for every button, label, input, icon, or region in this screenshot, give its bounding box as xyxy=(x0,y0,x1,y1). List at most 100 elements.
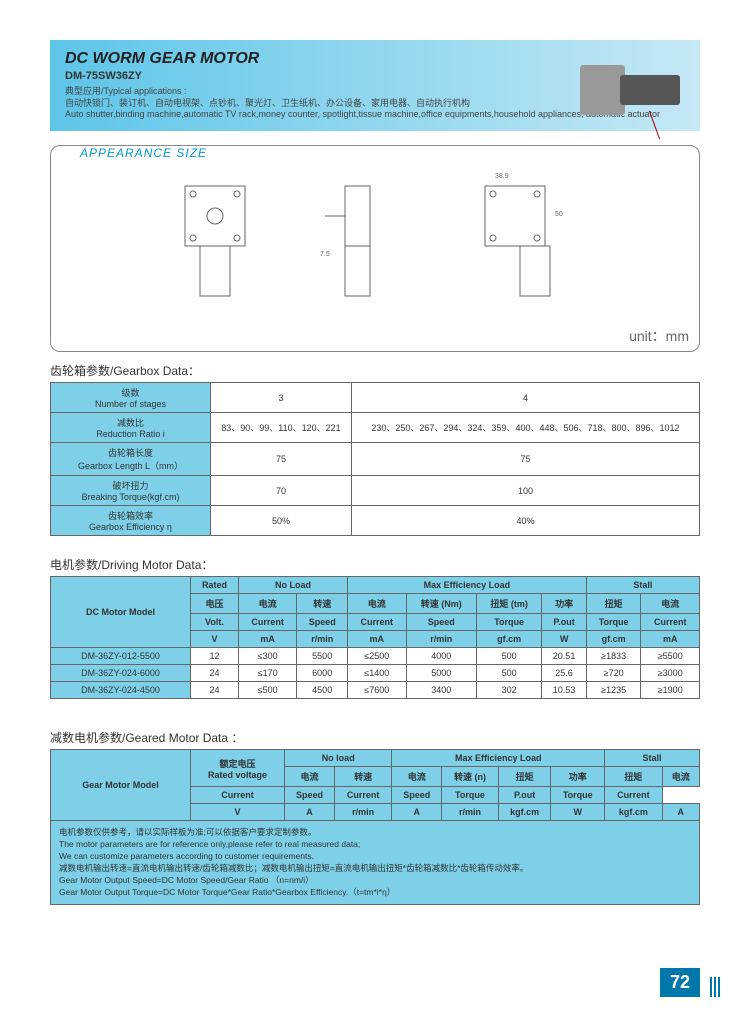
col-sub: V xyxy=(191,804,285,821)
col-sub: W xyxy=(542,631,586,648)
col-sub: r/min xyxy=(297,631,348,648)
col-sub: 扭矩 xyxy=(498,767,551,787)
driving-cell: ≥3000 xyxy=(641,665,700,682)
col-rated: Rated xyxy=(191,577,239,594)
col-sub: gf.cm xyxy=(586,631,641,648)
driving-cell: 302 xyxy=(476,682,541,699)
appearance-frame: 7.5 38.9 50 unit：mm xyxy=(50,145,700,352)
gearbox-row-label: 齿轮箱长度Gearbox Length L（mm） xyxy=(51,443,211,476)
foot-l2: The motor parameters are for reference o… xyxy=(59,839,691,851)
gearbox-cell: 100 xyxy=(351,476,699,506)
col-sub: r/min xyxy=(442,804,499,821)
col-sub: Current xyxy=(191,787,285,804)
gearbox-cell: 4 xyxy=(351,383,699,413)
gearbox-cell: 3 xyxy=(211,383,352,413)
col-sub: 电流 xyxy=(662,767,699,787)
col-sub: P.out xyxy=(498,787,551,804)
svg-text:38.9: 38.9 xyxy=(495,173,509,180)
col-sub: A xyxy=(662,804,699,821)
driving-cell: 10.53 xyxy=(542,682,586,699)
col-sub: 扭矩 (tm) xyxy=(476,594,541,614)
driving-cell: 25.6 xyxy=(542,665,586,682)
driving-cell: ≤1400 xyxy=(348,665,406,682)
gearbox-row-label: 减数比Reduction Ratio i xyxy=(51,413,211,443)
driving-cell: ≥720 xyxy=(586,665,641,682)
driving-cell: DM-36ZY-024-4500 xyxy=(51,682,191,699)
driving-cell: ≤7600 xyxy=(348,682,406,699)
col-sub: mA xyxy=(641,631,700,648)
driving-cell: 24 xyxy=(191,682,239,699)
col-sub: 电流 xyxy=(641,594,700,614)
gearbox-cell: 75 xyxy=(211,443,352,476)
driving-cell: 5000 xyxy=(406,665,476,682)
driving-cell: 5500 xyxy=(297,648,348,665)
col-noload: No Load xyxy=(238,577,347,594)
col-gstall: Stall xyxy=(605,750,700,767)
drawing-top: 38.9 50 xyxy=(465,166,585,316)
col-stall: Stall xyxy=(586,577,699,594)
driving-cell: 20.51 xyxy=(542,648,586,665)
driving-cell: ≥1235 xyxy=(586,682,641,699)
gearbox-cell: 75 xyxy=(351,443,699,476)
driving-cell: 4000 xyxy=(406,648,476,665)
driving-title: 电机参数/Driving Motor Data： xyxy=(50,556,700,573)
col-sub: Speed xyxy=(406,614,476,631)
col-sub: Speed xyxy=(297,614,348,631)
col-sub: Volt. xyxy=(191,614,239,631)
col-gmodel: Gear Motor Model xyxy=(51,750,191,821)
foot-l5: Gear Motor Output Speed=DC Motor Speed/G… xyxy=(59,875,691,887)
driving-cell: 12 xyxy=(191,648,239,665)
col-sub: r/min xyxy=(334,804,391,821)
col-gmax: Max Efficiency Load xyxy=(392,750,605,767)
geared-title: 减数电机参数/Geared Motor Data ： xyxy=(50,729,700,746)
driving-cell: DM-36ZY-024-6000 xyxy=(51,665,191,682)
product-photo xyxy=(560,55,680,135)
col-sub: r/min xyxy=(406,631,476,648)
col-sub: 功率 xyxy=(551,767,605,787)
col-sub: 扭矩 xyxy=(586,594,641,614)
gearbox-row-label: 级数Number of stages xyxy=(51,383,211,413)
col-sub: Torque xyxy=(586,614,641,631)
col-sub: A xyxy=(285,804,335,821)
svg-text:7.5: 7.5 xyxy=(320,251,330,258)
col-sub: 电流 xyxy=(392,767,442,787)
col-sub: V xyxy=(191,631,239,648)
unit-label: unit：mm xyxy=(61,326,689,346)
col-sub: 转速 xyxy=(334,767,391,787)
gearbox-cell: 50% xyxy=(211,506,352,536)
driving-cell: ≤300 xyxy=(238,648,296,665)
col-sub: 电流 xyxy=(285,767,335,787)
gearbox-cell: 40% xyxy=(351,506,699,536)
col-sub: A xyxy=(392,804,442,821)
col-sub: kgf.cm xyxy=(498,804,551,821)
foot-l1: 电机参数仅供参考，请以实际样板为准;可以依据客户要求定制参数。 xyxy=(59,827,691,839)
col-sub: 转速 xyxy=(297,594,348,614)
foot-l3: We can customize parameters according to… xyxy=(59,851,691,863)
col-sub: gf.cm xyxy=(476,631,541,648)
driving-cell: 6000 xyxy=(297,665,348,682)
drawing-front xyxy=(165,166,285,316)
col-sub: 转速 (Nm) xyxy=(406,594,476,614)
driving-cell: ≤2500 xyxy=(348,648,406,665)
driving-cell: ≥1833 xyxy=(586,648,641,665)
footer-note: 电机参数仅供参考，请以实际样板为准;可以依据客户要求定制参数。 The moto… xyxy=(50,821,700,905)
driving-table: DC Motor Model Rated No Load Max Efficie… xyxy=(50,576,700,699)
col-sub: 扭矩 xyxy=(605,767,662,787)
svg-text:50: 50 xyxy=(555,211,563,218)
geared-table: Gear Motor Model 额定电压Rated voltage No lo… xyxy=(50,749,700,821)
col-sub: Current xyxy=(238,614,296,631)
col-sub: Current xyxy=(348,614,406,631)
col-sub: Torque xyxy=(476,614,541,631)
col-max: Max Efficiency Load xyxy=(348,577,587,594)
col-sub: 电流 xyxy=(238,594,296,614)
driving-cell: ≤170 xyxy=(238,665,296,682)
col-sub: Speed xyxy=(392,787,442,804)
col-model: DC Motor Model xyxy=(51,577,191,648)
drawing-side: 7.5 xyxy=(315,166,435,316)
col-sub: W xyxy=(551,804,605,821)
col-sub: mA xyxy=(348,631,406,648)
gearbox-cell: 230、250、267、294、324、359、400、448、506、718、… xyxy=(351,413,699,443)
header-block: DC WORM GEAR MOTOR DM-75SW36ZY 典型应用/Typi… xyxy=(50,40,700,131)
driving-cell: 24 xyxy=(191,665,239,682)
datasheet-page: DC WORM GEAR MOTOR DM-75SW36ZY 典型应用/Typi… xyxy=(0,0,750,1017)
